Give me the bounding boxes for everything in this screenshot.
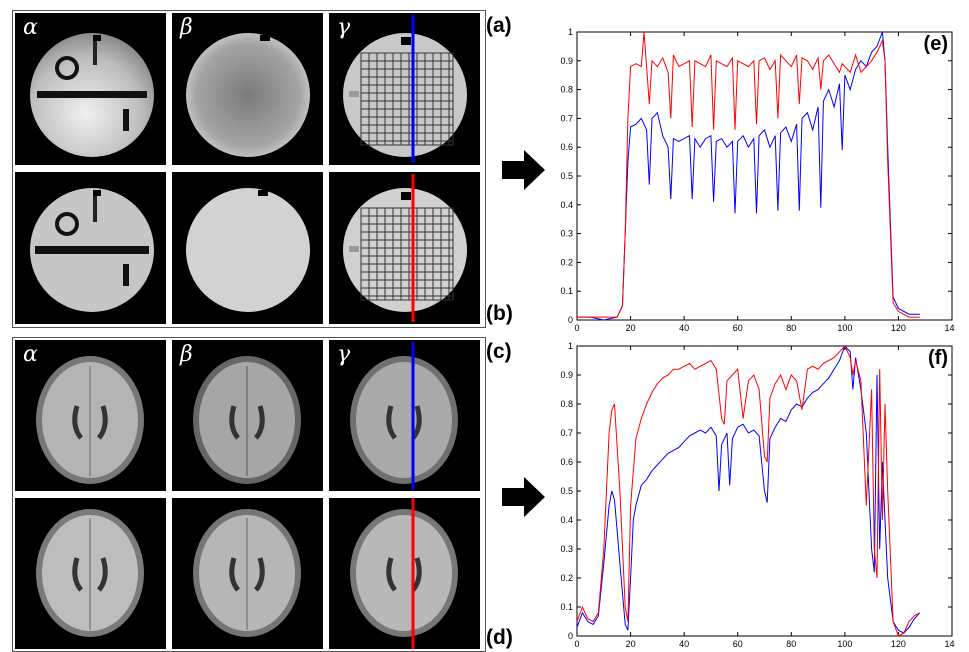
brain-image-d-alpha (36, 509, 144, 637)
x-tick-label: 60 (733, 639, 743, 649)
phantom-grid-image-a-gamma (343, 15, 467, 163)
brain-image-c-beta (193, 356, 301, 484)
x-tick-label: 60 (733, 323, 743, 333)
y-tick-label: 0.1 (560, 286, 573, 296)
brain-image-d-beta (193, 509, 301, 637)
arrow-right-icon (502, 150, 545, 190)
chart-panel-label: (e) (924, 33, 948, 55)
y-tick-label: 0.8 (560, 85, 573, 95)
phantom-figure-group: α β γ (12, 10, 486, 328)
phantom-image-b-beta (186, 188, 310, 312)
x-tick-label: 0 (574, 323, 579, 333)
phantom-image-a-beta (186, 33, 310, 157)
y-tick-label: 0 (568, 315, 573, 325)
y-tick-label: 0.4 (560, 200, 573, 210)
y-tick-label: 0.8 (560, 399, 573, 409)
x-tick-label: 20 (626, 639, 636, 649)
y-tick-label: 0.9 (560, 56, 573, 66)
x-tick-label: 80 (786, 639, 796, 649)
y-tick-label: 0.7 (560, 113, 573, 123)
line-chart-e: 0 0.1 0.2 0.3 0.4 0.5 0.6 0.7 0.8 0.9 1 0 20 40 60 80 10… (560, 27, 955, 333)
tile-d-alpha (15, 498, 166, 649)
x-tick-label: 140 (944, 323, 955, 333)
tile-b-alpha (15, 172, 166, 324)
tile-a-gamma: γ (329, 13, 480, 165)
x-tick-label: 120 (891, 323, 906, 333)
tile-d-beta (172, 498, 323, 649)
column-label-gamma: γ (337, 15, 351, 40)
column-label-alpha-c: α (23, 342, 38, 367)
brain-figure-group: α β γ (12, 337, 486, 652)
label-c: (c) (486, 340, 512, 363)
y-tick-label: 0.9 (560, 370, 573, 380)
y-tick-label: 0 (568, 631, 573, 641)
tile-a-alpha: α (15, 13, 166, 165)
y-tick-label: 0.1 (560, 602, 573, 612)
tile-b-beta (172, 172, 323, 324)
column-label-beta: β (180, 15, 193, 40)
y-tick-label: 0.4 (560, 515, 573, 525)
y-tick-label: 0.2 (560, 257, 573, 267)
series-line-red (577, 31, 920, 318)
tile-d-gamma (329, 498, 480, 649)
x-tick-label: 100 (837, 323, 852, 333)
label-b: (b) (486, 302, 513, 325)
phantom-image-a-alpha (30, 33, 154, 157)
column-label-beta-c: β (180, 342, 193, 367)
arrow-right-icon-2 (502, 477, 545, 517)
y-tick-label: 0.6 (560, 142, 573, 152)
x-tick-label: 0 (574, 639, 579, 649)
series-line-blue (577, 31, 920, 321)
column-label-gamma-c: γ (337, 342, 351, 367)
y-tick-label: 1 (568, 27, 573, 37)
x-tick-label: 140 (944, 639, 955, 649)
y-tick-label: 0.5 (560, 171, 573, 181)
tile-c-beta: β (172, 340, 323, 491)
chart-panel-label: (f) (928, 347, 948, 369)
plot-frame (576, 31, 953, 321)
y-tick-label: 0.5 (560, 486, 573, 496)
tile-c-alpha: α (15, 340, 166, 491)
x-tick-label: 80 (786, 323, 796, 333)
brain-image-c-alpha (36, 356, 144, 484)
y-tick-label: 1 (568, 341, 573, 351)
phantom-image-b-alpha (30, 188, 154, 312)
label-d: (d) (486, 626, 513, 649)
x-tick-label: 40 (679, 323, 689, 333)
phantom-grid-image-b-gamma (343, 174, 467, 322)
x-tick-label: 20 (626, 323, 636, 333)
y-tick-label: 0.2 (560, 573, 573, 583)
series-line-blue (576, 345, 921, 634)
series-line-red (576, 345, 921, 637)
line-chart-f: 0 0.1 0.2 0.3 0.4 0.5 0.6 0.7 0.8 0.9 1 0 20 40 60 80 10… (560, 341, 955, 649)
tile-a-beta: β (172, 13, 323, 165)
brain-image-d-gamma (350, 498, 458, 649)
brain-image-c-gamma (350, 342, 458, 490)
column-label-alpha: α (23, 15, 38, 40)
y-tick-label: 0.7 (560, 428, 573, 438)
y-tick-label: 0.3 (560, 544, 573, 554)
y-tick-label: 0.6 (560, 457, 573, 467)
label-a: (a) (486, 14, 512, 37)
x-tick-label: 40 (679, 639, 689, 649)
x-tick-label: 120 (891, 639, 906, 649)
tile-b-gamma (329, 172, 480, 324)
y-tick-label: 0.3 (560, 229, 573, 239)
x-tick-label: 100 (837, 639, 852, 649)
tile-c-gamma: γ (329, 340, 480, 491)
